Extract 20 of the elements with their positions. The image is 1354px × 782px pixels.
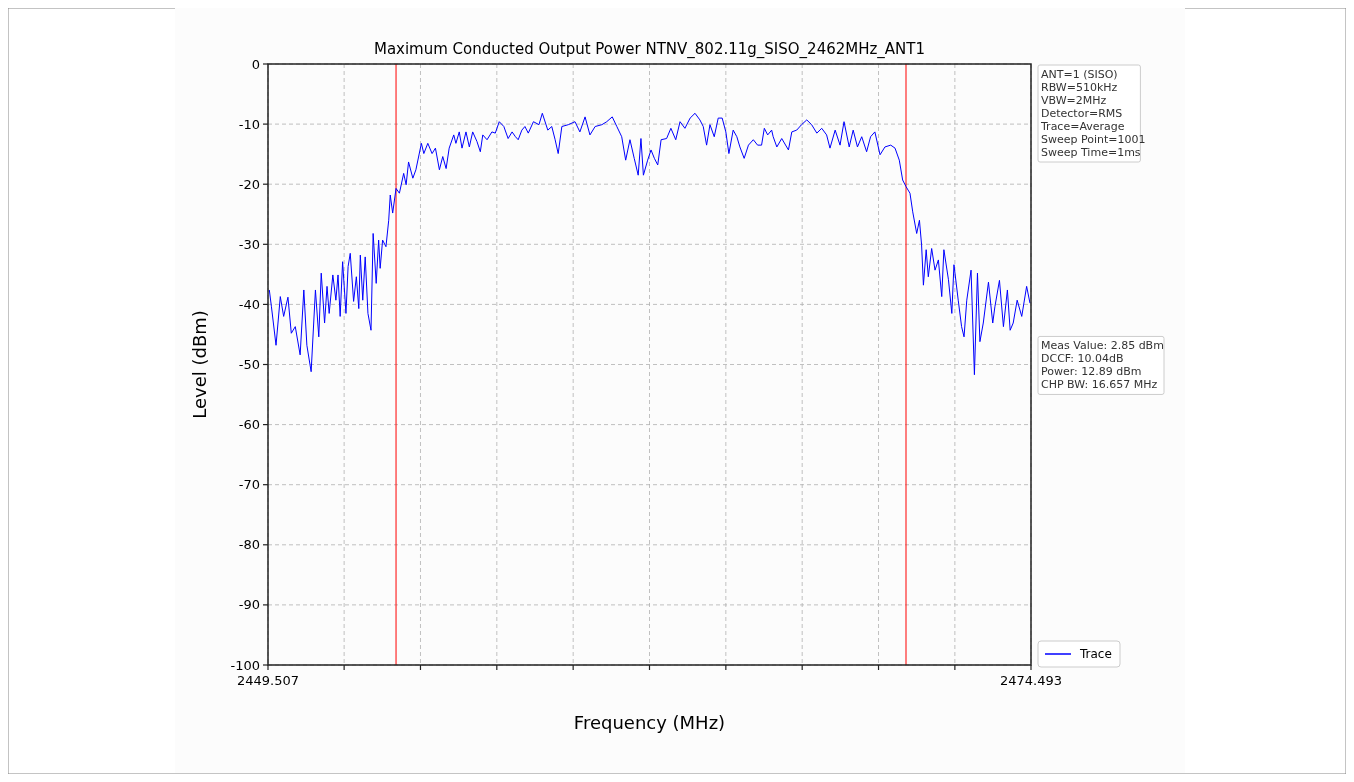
y-tick-label: -90 bbox=[238, 597, 260, 613]
y-tick-label: -20 bbox=[238, 176, 260, 192]
y-tick-label: -10 bbox=[238, 116, 260, 132]
y-axis-title: Level (dBm) bbox=[189, 310, 210, 419]
x-axis-title: Frequency (MHz) bbox=[573, 712, 726, 733]
y-tick-label: -100 bbox=[230, 657, 260, 673]
y-tick-label: -80 bbox=[238, 537, 260, 553]
line-series bbox=[268, 112, 1031, 376]
y-tick-label: -50 bbox=[238, 357, 260, 372]
x-tick-label: 2449.507 bbox=[236, 673, 300, 688]
y-tick-label: -60 bbox=[238, 417, 260, 433]
y-tick-label: -40 bbox=[238, 296, 260, 312]
legend-label: Trace bbox=[1079, 647, 1112, 661]
y-tick-label: -70 bbox=[238, 477, 260, 493]
x-tick-label: 2474.493 bbox=[999, 673, 1063, 688]
text: Meas Value: 2.85 dBm DCCF: 10.04dB Power: 12.89 dBm CHP BW: 16.657 MHz bbox=[1041, 339, 1164, 392]
y-tick-label: -30 bbox=[238, 236, 260, 252]
text: ANT=1 (SISO) RBW=510kHz VBW=2MHz Detector=RMS Trace=Average Sweep Point=1001 Sweep Time=1ms bbox=[1040, 68, 1146, 159]
y-tick-label: 0 bbox=[251, 56, 260, 72]
chart-title: Maximum Conducted Output Power NTNV_802.11g_SISO_2462MHz_ANT1 bbox=[373, 40, 926, 59]
